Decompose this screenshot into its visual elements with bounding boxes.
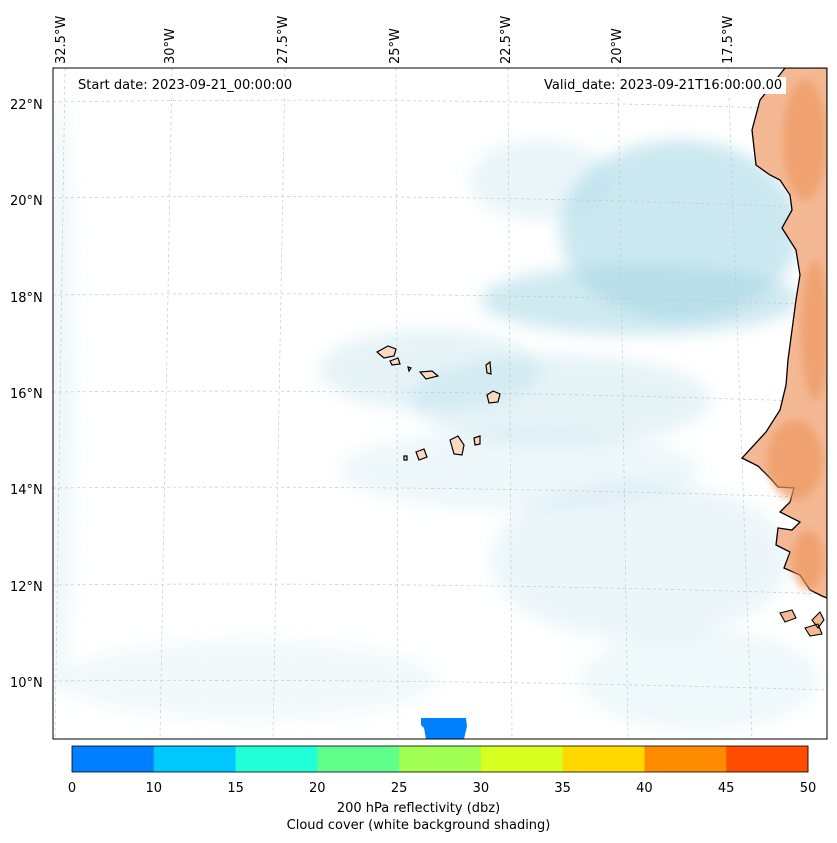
- cape-verde-islands: [375, 345, 501, 461]
- map-area: [53, 68, 827, 739]
- map-frame: [52, 67, 828, 740]
- colorbar-tick-label: 20: [309, 781, 326, 796]
- colorbar-tick-label: 15: [227, 781, 244, 796]
- lon-label: 20°W: [610, 28, 625, 64]
- colorbar-segment: [399, 746, 482, 772]
- colorbar-tick-label: 35: [554, 781, 571, 796]
- lon-label: 32.5°W: [54, 15, 69, 64]
- lat-label: 18°N: [10, 291, 43, 306]
- start-date-annotation: Start date: 2023-09-21_00:00:00: [74, 77, 297, 94]
- colorbar-segment: [726, 746, 809, 772]
- colorbar-segment: [153, 746, 237, 772]
- lat-label: 22°N: [10, 98, 43, 113]
- colorbar-tick-label: 45: [717, 781, 735, 796]
- cloud-cover-shading: [53, 100, 820, 730]
- lon-label: 27.5°W: [276, 15, 291, 64]
- lon-label: 25°W: [388, 28, 403, 64]
- colorbar-tick-label: 0: [67, 781, 77, 796]
- lon-label: 17.5°W: [721, 15, 736, 64]
- land-reflectivity-hot: [767, 80, 827, 590]
- colorbar-segment: [562, 746, 645, 772]
- colorbar-frame: [71, 745, 809, 773]
- graticule: [53, 68, 827, 739]
- valid-date-annotation: Valid_date: 2023-09-21T16:00:00.00: [540, 77, 787, 94]
- colorbar: [72, 746, 809, 772]
- colorbar-segment: [72, 746, 155, 772]
- lat-label: 16°N: [10, 387, 43, 402]
- bijagos-islands: [779, 609, 825, 637]
- reflectivity-echo: [421, 718, 467, 739]
- colorbar-label: 200 hPa reflectivity (dbz): [336, 801, 501, 816]
- colorbar-tick-label: 25: [390, 781, 408, 796]
- lat-label: 12°N: [10, 580, 43, 595]
- lat-label: 20°N: [10, 194, 43, 209]
- colorbar-segment: [235, 746, 318, 772]
- colorbar-sublabel: Cloud cover (white background shading): [286, 818, 551, 833]
- colorbar-tick-label: 30: [472, 781, 490, 796]
- colorbar-segment: [317, 746, 400, 772]
- colorbar-segment: [644, 746, 727, 772]
- lat-label: 10°N: [10, 676, 43, 691]
- lon-label: 30°W: [163, 28, 178, 64]
- colorbar-tick-label: 10: [145, 781, 163, 796]
- lon-label: 22.5°W: [499, 15, 514, 64]
- lat-label: 14°N: [10, 483, 43, 498]
- colorbar-tick-label: 50: [799, 781, 817, 796]
- colorbar-tick-label: 40: [636, 781, 653, 796]
- colorbar-segment: [480, 746, 564, 772]
